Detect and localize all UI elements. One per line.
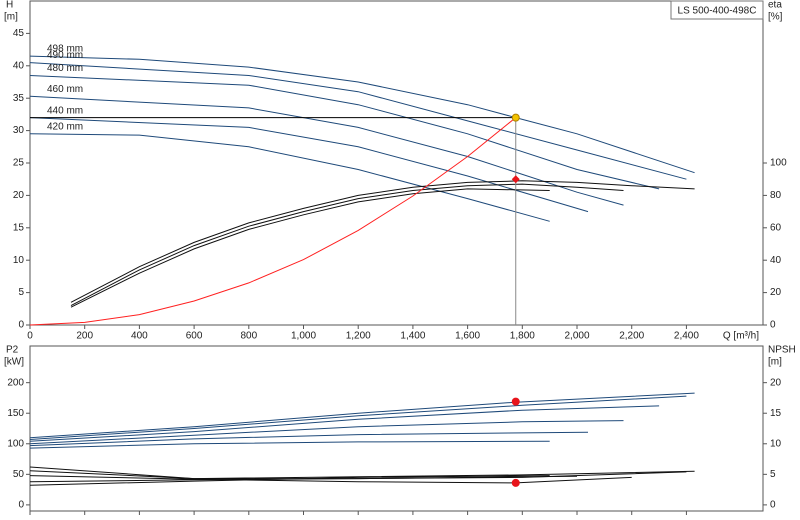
y2-tick-label: 80	[770, 190, 782, 201]
duty-point	[511, 113, 520, 122]
x-tick-label: 600	[186, 331, 203, 342]
curve	[29, 466, 695, 480]
curve	[29, 75, 660, 190]
y2-tick-label: 5	[770, 469, 776, 480]
y2-tick-label: 60	[770, 222, 782, 233]
curve-label: 460 mm	[47, 84, 83, 95]
curve	[29, 117, 589, 213]
x-tick-label: 2,200	[619, 331, 644, 342]
x-tick-label: 2,400	[674, 331, 699, 342]
x-tick-label: 1,600	[455, 331, 480, 342]
y-tick-label: 100	[7, 438, 24, 449]
curve-label: 498 mm	[47, 44, 83, 55]
y-tick-label: 200	[7, 377, 24, 388]
x-axis-label: Q [m³/h]	[723, 331, 759, 342]
y-tick-label: 15	[13, 222, 25, 233]
y-tick-label: 45	[13, 28, 25, 39]
x-tick-label: 400	[131, 331, 148, 342]
y-tick-label: 30	[13, 125, 25, 136]
y-axis-unit: [kW]	[4, 357, 24, 368]
curve	[70, 183, 624, 307]
duty-point	[511, 397, 520, 406]
curve	[29, 420, 624, 445]
curve	[70, 180, 695, 303]
x-tick-label: 1,800	[510, 331, 535, 342]
curve	[29, 440, 550, 449]
y-tick-label: 50	[13, 469, 25, 480]
x-tick-label: 1,000	[291, 331, 316, 342]
y-tick-label: 10	[13, 255, 25, 266]
y-axis-unit: [m]	[4, 12, 18, 23]
y2-tick-label: 10	[770, 438, 782, 449]
curve	[29, 392, 695, 439]
duty-point	[511, 478, 520, 487]
curve-label: 480 mm	[47, 63, 83, 74]
y2-tick-label: 20	[770, 287, 782, 298]
curve	[29, 55, 695, 174]
y2-axis-unit: [m]	[768, 357, 782, 368]
y2-tick-label: 0	[770, 320, 776, 331]
y-tick-label: 25	[13, 158, 25, 169]
y-axis-label: H	[6, 0, 13, 11]
plot-frame	[29, 345, 764, 512]
y2-tick-label: 0	[770, 500, 776, 511]
y2-tick-label: 20	[770, 377, 782, 388]
plot-frame	[29, 0, 764, 326]
curve	[29, 117, 517, 326]
x-tick-label: 200	[76, 331, 93, 342]
y-tick-label: 5	[18, 287, 24, 298]
curve-label: 420 mm	[47, 121, 83, 132]
y2-axis-label: NPSH	[768, 345, 796, 356]
y2-axis-label: eta	[768, 0, 782, 11]
annotation: LS 500-400-498C	[678, 6, 757, 17]
y2-tick-label: 100	[770, 158, 787, 169]
y2-tick-label: 15	[770, 408, 782, 419]
x-tick-label: 0	[27, 331, 33, 342]
curve	[70, 188, 550, 308]
x-tick-label: 2,000	[564, 331, 589, 342]
curve	[29, 431, 589, 447]
curve	[29, 395, 687, 440]
curve-label: 440 mm	[47, 105, 83, 116]
x-tick-label: 800	[240, 331, 257, 342]
curve	[29, 62, 687, 180]
curve-label: 490 mm	[47, 50, 83, 61]
y-tick-label: 0	[18, 500, 24, 511]
y-tick-label: 35	[13, 93, 25, 104]
x-tick-label: 1,400	[400, 331, 425, 342]
annotation-box	[670, 0, 764, 20]
y-tick-label: 150	[7, 408, 24, 419]
y-tick-label: 0	[18, 320, 24, 331]
y-axis-label: P2	[6, 345, 19, 356]
x-tick-label: 1,200	[346, 331, 371, 342]
curve	[29, 405, 660, 442]
y2-tick-label: 40	[770, 255, 782, 266]
curve	[29, 133, 550, 222]
y-tick-label: 40	[13, 60, 25, 71]
y2-axis-unit: [%]	[768, 12, 783, 23]
curve	[29, 475, 550, 486]
duty-point	[511, 175, 520, 184]
curve	[29, 95, 624, 206]
y-tick-label: 20	[13, 190, 25, 201]
curve	[29, 475, 632, 484]
